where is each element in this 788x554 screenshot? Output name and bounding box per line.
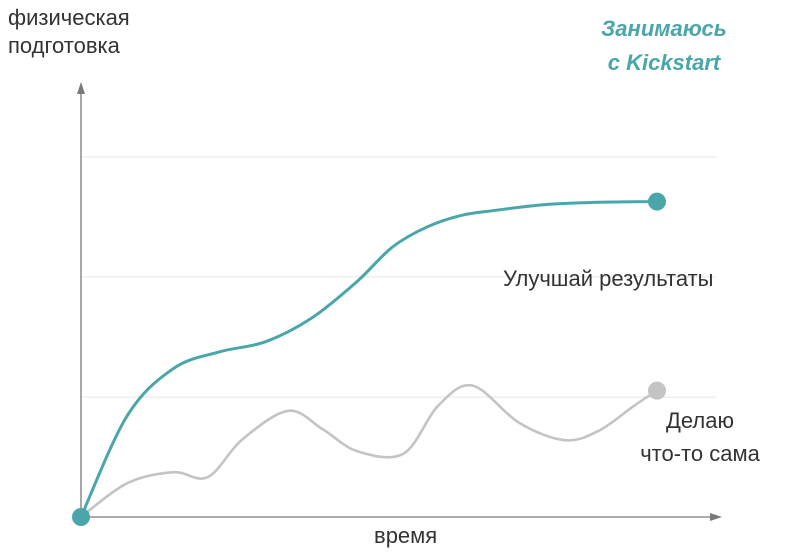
end-point-kickstart (648, 192, 666, 211)
series-line-kickstart (79, 200, 659, 519)
annotation: Улучшай результаты (503, 266, 714, 291)
y-axis-label: физическая подготовка (8, 4, 130, 60)
y-axis-arrow-icon (77, 82, 85, 94)
legend-self-line-2: что-то сама (640, 441, 760, 466)
grid-lines (81, 156, 716, 398)
legend-self-line-1: Делаю (666, 408, 734, 433)
series-layer (72, 192, 666, 526)
x-axis-arrow-icon (710, 513, 722, 521)
end-point-self (648, 381, 666, 400)
y-axis-label-line-1: физическая (8, 5, 130, 30)
legend-self: Делаю что-то сама (600, 404, 788, 470)
legend-kickstart-line-2: с Kickstart (607, 50, 721, 75)
legend-kickstart: Занимаюсь с Kickstart (560, 12, 768, 80)
legend-kickstart-line-1: Занимаюсь (601, 16, 727, 41)
series-line-self (79, 383, 659, 519)
x-axis-label: время (374, 523, 438, 548)
origin-point (72, 508, 90, 526)
y-axis-label-line-2: подготовка (8, 33, 120, 58)
